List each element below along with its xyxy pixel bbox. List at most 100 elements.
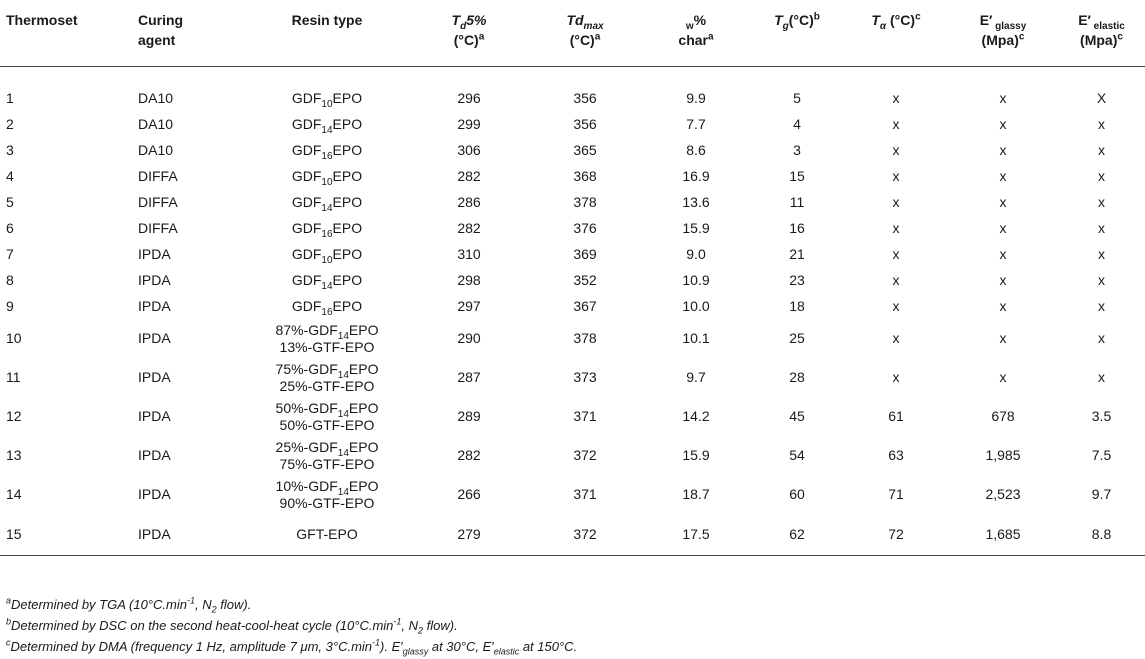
cell-tdmax: 378 [573, 330, 597, 346]
cell-curing-agent: IPDA [138, 369, 171, 385]
cell-wchar: 9.0 [686, 245, 706, 262]
cell-resin-type: 75%-GDF14EPO 25%-GTF-EPO [275, 360, 379, 394]
cell-curing-agent: DA10 [138, 115, 174, 132]
cell-resin-type: GDF16EPO [291, 219, 363, 240]
cell-wchar: 14.2 [682, 408, 710, 424]
cell-thermoset: 3 [6, 141, 14, 158]
header-thermoset: Thermoset [0, 0, 134, 67]
footnote-c: cDetermined by DMA (frequency 1 Hz, ampl… [6, 637, 578, 657]
cell-resin-type: GFT-EPO [244, 514, 410, 556]
cell-thermoset: 4 [6, 167, 14, 184]
cell-eglassy: x [999, 271, 1007, 288]
cell-curing-agent: DIFFA [138, 219, 178, 236]
table-row: 10 IPDA 87%-GDF14EPO 13%-GTF-EPO 290 378 10.1 2… [0, 319, 1145, 358]
cell-tg: 25 [789, 330, 805, 346]
cell-td5: 297 [457, 297, 481, 314]
table-row: 9 IPDA GDF16EPO 297 367 10.0 18 x x x [0, 293, 1145, 319]
cell-wchar: 10.9 [682, 271, 710, 288]
cell-tdmax: 356 [573, 89, 597, 106]
table-row: 3 DA10 GDF16EPO 306 365 8.6 3 x x x [0, 137, 1145, 163]
cell-resin-type: GDF10EPO [291, 89, 363, 110]
cell-eelastic: x [1098, 245, 1105, 262]
cell-thermoset: 8 [6, 271, 14, 288]
cell-tg: 54 [789, 447, 805, 463]
cell-wchar: 15.9 [682, 219, 710, 236]
cell-tg: 28 [789, 369, 805, 385]
cell-curing-agent: DA10 [138, 141, 174, 158]
footnotes: aDetermined by TGA (10°C.min-1, N2 flow)… [6, 594, 577, 657]
cell-eelastic: x [1098, 141, 1105, 158]
table-body: 1 DA10 GDF10EPO 296 356 9.9 5 x x X 2 DA10 GDF14EPO 2… [0, 67, 1145, 556]
cell-eglassy: x [999, 141, 1007, 158]
cell-tdmax: 365 [573, 141, 597, 158]
cell-wchar: 10.1 [682, 330, 710, 346]
cell-eelastic: x [1098, 271, 1105, 288]
cell-curing-agent: DIFFA [138, 167, 178, 184]
cell-tg: 23 [789, 271, 805, 288]
table-row: 4 DIFFA GDF10EPO 282 368 16.9 15 x x x [0, 163, 1145, 189]
cell-resin-type: GDF14EPO [291, 115, 363, 136]
cell-tdmax: 352 [573, 271, 597, 288]
cell-thermoset: 10 [6, 330, 22, 346]
cell-tg: 18 [789, 297, 805, 314]
cell-talpha: 71 [888, 486, 904, 502]
cell-td5: 282 [457, 219, 481, 236]
cell-resin-type: 50%-GDF14EPO 50%-GTF-EPO [275, 399, 379, 433]
cell-thermoset: 12 [6, 408, 22, 424]
cell-td5: 290 [457, 330, 481, 346]
cell-thermoset: 14 [6, 486, 22, 502]
cell-curing-agent: DA10 [138, 89, 174, 106]
cell-tg: 60 [789, 486, 805, 502]
cell-wchar: 16.9 [682, 167, 710, 184]
cell-wchar: 9.7 [686, 369, 706, 385]
header-tg: Tg(°C)b [750, 0, 844, 67]
cell-resin-type: GDF14EPO [291, 193, 363, 214]
cell-eelastic: x [1098, 369, 1105, 385]
cell-thermoset: 2 [6, 115, 14, 132]
header-wchar: w% chara [642, 0, 750, 67]
cell-curing-agent: IPDA [138, 408, 171, 424]
table-row: 12 IPDA 50%-GDF14EPO 50%-GTF-EPO 289 371 14.2 4… [0, 397, 1145, 436]
cell-eelastic: x [1098, 330, 1105, 346]
cell-talpha: x [892, 167, 900, 184]
thermoset-properties-table: Thermoset Curing agent Resin type Td5% (°C… [0, 0, 1145, 556]
cell-eglassy: 2,523 [985, 486, 1021, 502]
cell-eglassy: 1,985 [985, 447, 1021, 463]
cell-talpha: 63 [888, 447, 904, 463]
cell-wchar: 7.7 [686, 115, 706, 132]
cell-talpha: x [892, 330, 900, 346]
header-resin-type: Resin type [244, 0, 410, 67]
cell-tg: 16 [789, 219, 805, 236]
cell-eglassy: x [999, 297, 1007, 314]
table-row: 14 IPDA 10%-GDF14EPO 90%-GTF-EPO 266 371 18.7 6… [0, 475, 1145, 514]
cell-eelastic: 9.7 [1091, 486, 1112, 502]
cell-eglassy: 1,685 [948, 514, 1058, 556]
cell-tdmax: 371 [573, 486, 597, 502]
cell-curing-agent: IPDA [138, 297, 171, 314]
cell-thermoset: 11 [6, 369, 21, 385]
cell-eglassy: x [999, 115, 1007, 132]
cell-talpha: x [892, 219, 900, 236]
cell-tdmax: 367 [573, 297, 597, 314]
table-row: 5 DIFFA GDF14EPO 286 378 13.6 11 x x x [0, 189, 1145, 215]
cell-talpha: x [892, 193, 900, 210]
cell-tdmax: 373 [573, 369, 597, 385]
cell-eglassy: x [999, 245, 1007, 262]
cell-td5: 282 [457, 167, 481, 184]
cell-td5: 299 [457, 115, 481, 132]
cell-resin-type: GDF16EPO [291, 141, 363, 162]
cell-talpha: 72 [844, 514, 948, 556]
cell-eelastic: x [1098, 115, 1105, 132]
cell-tg: 11 [789, 193, 805, 210]
cell-curing-agent: IPDA [138, 330, 171, 346]
cell-td5: 279 [410, 514, 528, 556]
cell-curing-agent: IPDA [138, 271, 171, 288]
header-eelastic: E′ elastic (Mpa)c [1058, 0, 1145, 67]
cell-resin-type: GDF10EPO [291, 245, 363, 266]
cell-thermoset: 7 [6, 245, 14, 262]
cell-resin-type: 10%-GDF14EPO 90%-GTF-EPO [275, 477, 379, 511]
cell-talpha: 61 [888, 408, 904, 424]
cell-talpha: x [892, 245, 900, 262]
cell-wchar: 13.6 [682, 193, 710, 210]
cell-curing-agent: IPDA [138, 486, 171, 502]
